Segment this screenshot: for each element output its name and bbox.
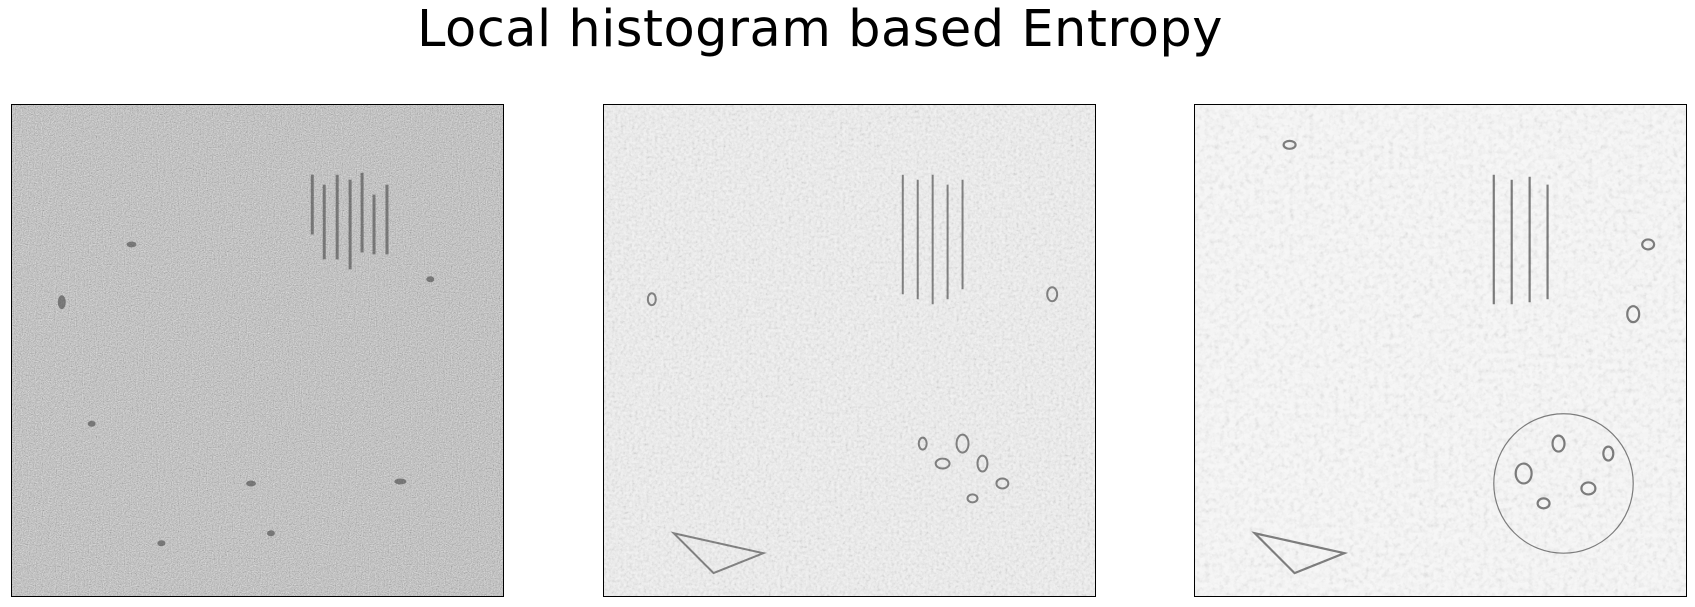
entropy-image-panel-2 <box>603 104 1096 597</box>
texture-strokes-3 <box>1251 139 1656 575</box>
entropy-image-panel-3 <box>1194 104 1687 597</box>
entropy-image-3 <box>1195 105 1686 596</box>
entropy-image-1 <box>12 105 503 596</box>
texture-strokes-1 <box>57 172 435 547</box>
entropy-image-2 <box>604 105 1095 596</box>
entropy-image-panel-1 <box>11 104 504 597</box>
figure-title: Local histogram based Entropy <box>417 0 1223 59</box>
texture-strokes-2 <box>646 174 1059 575</box>
